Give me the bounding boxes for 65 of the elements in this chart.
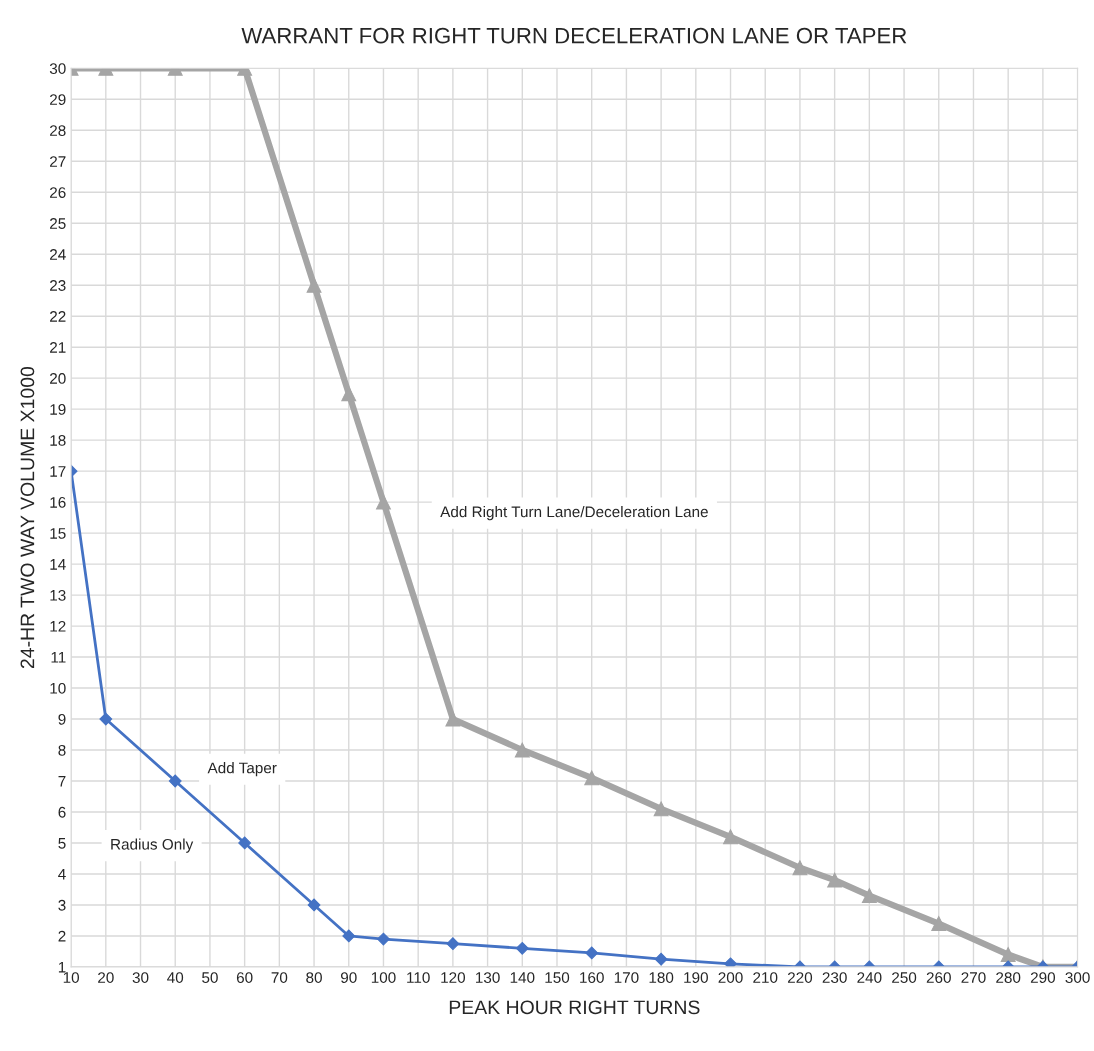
y-tick-label: 26 bbox=[50, 187, 66, 198]
x-tick-label: 180 bbox=[649, 972, 674, 983]
y-tick-label: 8 bbox=[58, 744, 66, 756]
y-tick-label: 9 bbox=[58, 713, 66, 725]
y-tick-label: 15 bbox=[50, 528, 66, 539]
y-tick-label: 13 bbox=[50, 589, 66, 601]
y-tick-label: 16 bbox=[50, 496, 66, 508]
x-tick-label: 270 bbox=[961, 972, 986, 983]
y-tick-label: 21 bbox=[50, 342, 66, 353]
y-tick-label: 24 bbox=[50, 249, 66, 260]
y-tick-label: 6 bbox=[58, 806, 66, 818]
x-tick-label: 110 bbox=[407, 972, 430, 983]
y-tick-label: 23 bbox=[50, 280, 66, 291]
y-tick-label: 5 bbox=[58, 838, 66, 849]
x-tick-label: 40 bbox=[167, 972, 184, 983]
x-tick-label: 280 bbox=[996, 972, 1021, 983]
y-axis-title: 24-HR TWO WAY VOLUME X1000 bbox=[20, 366, 35, 669]
x-tick-label: 200 bbox=[718, 972, 743, 983]
x-axis-title: PEAK HOUR RIGHT TURNS bbox=[449, 1000, 700, 1015]
x-tick-label: 50 bbox=[202, 972, 218, 983]
y-tick-label: 17 bbox=[50, 466, 66, 477]
x-tick-label: 30 bbox=[132, 972, 149, 983]
x-tick-label: 140 bbox=[510, 972, 535, 983]
x-tick-label: 150 bbox=[545, 972, 570, 983]
y-tick-label: 20 bbox=[50, 373, 66, 384]
y-tick-label: 10 bbox=[50, 682, 66, 694]
x-tick-label: 260 bbox=[926, 972, 951, 983]
x-tick-label: 60 bbox=[236, 972, 253, 983]
x-tick-label: 290 bbox=[1030, 972, 1056, 983]
y-tick-label: 18 bbox=[50, 435, 66, 446]
x-tick-label: 240 bbox=[857, 972, 882, 983]
y-tick-label: 25 bbox=[50, 218, 66, 229]
annotation: Radius Only bbox=[111, 838, 194, 853]
x-tick-label: 130 bbox=[476, 972, 500, 983]
y-tick-label: 7 bbox=[58, 776, 66, 787]
x-tick-label: 160 bbox=[580, 972, 604, 983]
x-tick-label: 190 bbox=[684, 972, 708, 983]
y-tick-label: 29 bbox=[50, 94, 66, 105]
x-tick-label: 80 bbox=[306, 972, 322, 983]
y-tick-label: 3 bbox=[58, 899, 66, 911]
y-tick-label: 28 bbox=[50, 125, 66, 136]
y-tick-label: 14 bbox=[50, 559, 66, 570]
annotation: Add Taper bbox=[207, 762, 277, 777]
x-tick-label: 210 bbox=[753, 972, 778, 983]
x-tick-label: 170 bbox=[614, 972, 639, 983]
y-tick-label: 27 bbox=[50, 156, 66, 167]
chart-title: WARRANT FOR RIGHT TURN DECELERATION LANE OR TAPER bbox=[241, 27, 907, 44]
annotation: Add Right Turn Lane/Deceleration Lane bbox=[440, 506, 708, 521]
y-tick-label: 4 bbox=[58, 868, 66, 880]
x-tick-label: 70 bbox=[271, 972, 288, 983]
x-tick-label: 230 bbox=[822, 972, 847, 983]
x-tick-label: 120 bbox=[441, 972, 466, 983]
x-tick-label: 250 bbox=[892, 972, 917, 983]
x-tick-label: 20 bbox=[98, 972, 114, 983]
y-tick-label: 2 bbox=[58, 930, 66, 942]
y-tick-label: 12 bbox=[50, 620, 66, 632]
y-tick-label: 11 bbox=[51, 652, 66, 663]
x-tick-label: 100 bbox=[371, 972, 396, 983]
x-tick-label: 90 bbox=[340, 972, 357, 983]
x-tick-label: 300 bbox=[1065, 972, 1090, 983]
y-tick-label: 30 bbox=[49, 63, 66, 74]
y-tick-label: 1 bbox=[58, 961, 66, 973]
y-tick-label: 22 bbox=[50, 311, 66, 322]
y-tick-label: 19 bbox=[50, 404, 66, 415]
x-tick-label: 220 bbox=[787, 972, 813, 983]
